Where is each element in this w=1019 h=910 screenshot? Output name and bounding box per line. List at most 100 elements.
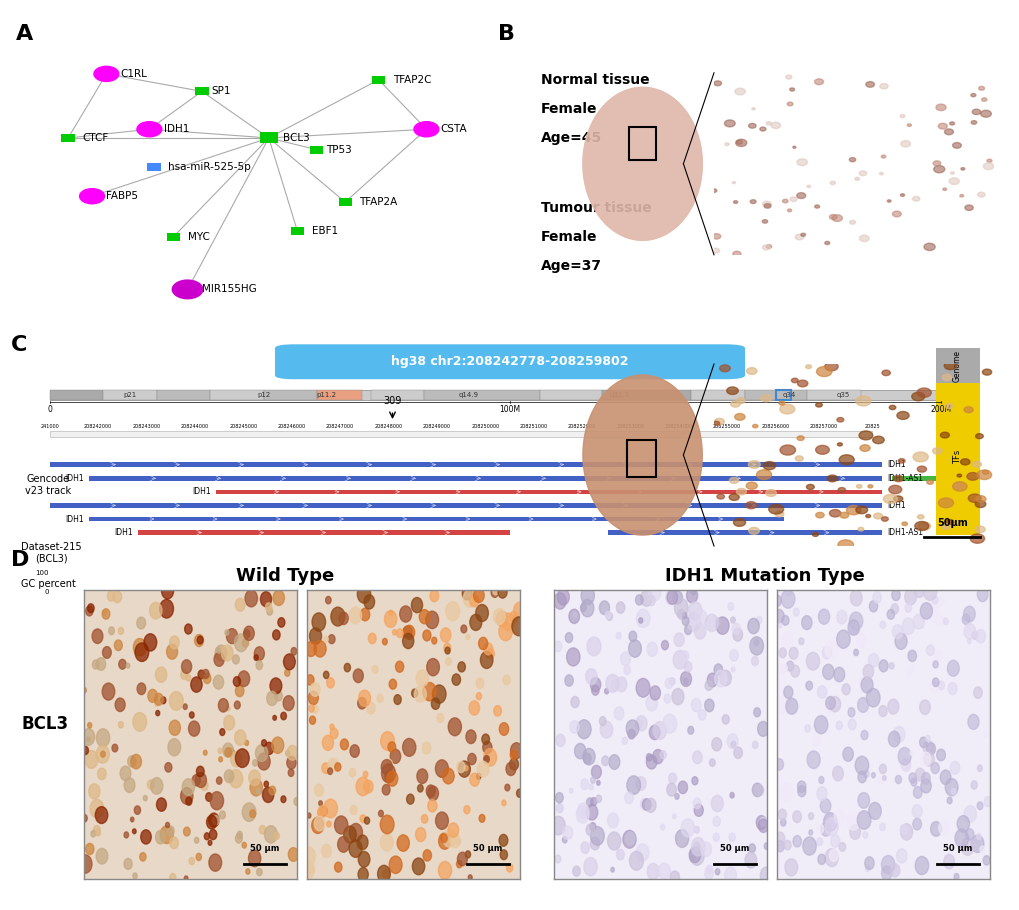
- Circle shape: [89, 784, 100, 799]
- Circle shape: [817, 854, 824, 864]
- Circle shape: [403, 738, 416, 756]
- Circle shape: [752, 424, 757, 428]
- Circle shape: [901, 522, 907, 526]
- Text: hsa-miR-525-5p: hsa-miR-525-5p: [168, 162, 251, 172]
- Circle shape: [834, 667, 844, 682]
- Text: IDH1: IDH1: [887, 501, 905, 510]
- Circle shape: [440, 628, 450, 642]
- Circle shape: [934, 651, 942, 661]
- Circle shape: [496, 612, 507, 626]
- Circle shape: [565, 632, 572, 642]
- Circle shape: [608, 754, 620, 769]
- Circle shape: [974, 526, 984, 532]
- Circle shape: [615, 632, 621, 639]
- Circle shape: [96, 830, 100, 836]
- Text: q14.9: q14.9: [459, 392, 478, 398]
- Circle shape: [215, 645, 226, 662]
- Bar: [89, 476, 803, 480]
- Text: C1RL: C1RL: [120, 69, 148, 79]
- Circle shape: [824, 848, 838, 866]
- Bar: [775, 389, 790, 400]
- Circle shape: [909, 751, 912, 755]
- Circle shape: [511, 743, 522, 759]
- Circle shape: [729, 494, 739, 501]
- Circle shape: [865, 82, 873, 87]
- Bar: [700, 579, 707, 592]
- Text: p21: p21: [123, 392, 137, 398]
- Circle shape: [363, 772, 368, 777]
- Circle shape: [834, 809, 844, 824]
- Circle shape: [477, 762, 488, 777]
- Circle shape: [590, 797, 596, 805]
- Circle shape: [912, 197, 919, 201]
- Circle shape: [350, 805, 357, 814]
- Circle shape: [816, 787, 826, 801]
- Circle shape: [765, 490, 775, 497]
- Circle shape: [929, 822, 941, 836]
- Circle shape: [388, 611, 392, 615]
- Circle shape: [393, 694, 400, 704]
- Circle shape: [896, 849, 906, 863]
- Circle shape: [312, 705, 318, 713]
- Circle shape: [868, 601, 876, 612]
- Circle shape: [826, 475, 837, 481]
- Circle shape: [312, 817, 323, 834]
- Circle shape: [469, 701, 479, 715]
- Circle shape: [237, 671, 250, 686]
- Circle shape: [628, 729, 635, 739]
- Circle shape: [828, 510, 840, 517]
- Circle shape: [604, 612, 610, 619]
- Circle shape: [907, 672, 910, 676]
- Circle shape: [979, 846, 984, 853]
- Circle shape: [779, 663, 787, 673]
- Circle shape: [692, 751, 701, 763]
- Circle shape: [96, 658, 106, 671]
- Circle shape: [236, 832, 243, 838]
- Circle shape: [82, 687, 87, 693]
- Text: EBF1: EBF1: [312, 227, 337, 237]
- Circle shape: [730, 617, 735, 623]
- Bar: [234, 586, 242, 592]
- Circle shape: [904, 763, 909, 772]
- Bar: [392, 588, 398, 592]
- FancyBboxPatch shape: [338, 198, 352, 206]
- Circle shape: [951, 788, 955, 794]
- Circle shape: [734, 413, 744, 420]
- Circle shape: [682, 612, 686, 619]
- Circle shape: [680, 672, 691, 686]
- Circle shape: [649, 686, 659, 700]
- Circle shape: [98, 768, 106, 780]
- Bar: [111, 584, 118, 592]
- Circle shape: [668, 678, 675, 685]
- Bar: [652, 585, 659, 592]
- Circle shape: [836, 611, 846, 624]
- Circle shape: [425, 612, 438, 629]
- Bar: [146, 583, 152, 592]
- FancyBboxPatch shape: [372, 76, 385, 84]
- Circle shape: [774, 511, 783, 517]
- Bar: [282, 583, 289, 592]
- Bar: [50, 572, 871, 592]
- Circle shape: [765, 122, 770, 125]
- Bar: [728, 584, 734, 592]
- Circle shape: [382, 784, 389, 795]
- Circle shape: [922, 741, 932, 754]
- Bar: [775, 577, 783, 592]
- Bar: [564, 581, 570, 592]
- Circle shape: [514, 602, 526, 619]
- Circle shape: [326, 678, 334, 688]
- Circle shape: [824, 642, 837, 658]
- Circle shape: [183, 827, 190, 836]
- Circle shape: [704, 868, 712, 880]
- Circle shape: [785, 75, 791, 79]
- Circle shape: [945, 778, 957, 796]
- Circle shape: [573, 612, 577, 617]
- Circle shape: [751, 656, 758, 666]
- Circle shape: [796, 193, 805, 198]
- Bar: [488, 577, 494, 592]
- Circle shape: [658, 863, 669, 879]
- Circle shape: [209, 813, 219, 827]
- Circle shape: [273, 590, 284, 605]
- Circle shape: [440, 834, 446, 843]
- Circle shape: [805, 682, 812, 690]
